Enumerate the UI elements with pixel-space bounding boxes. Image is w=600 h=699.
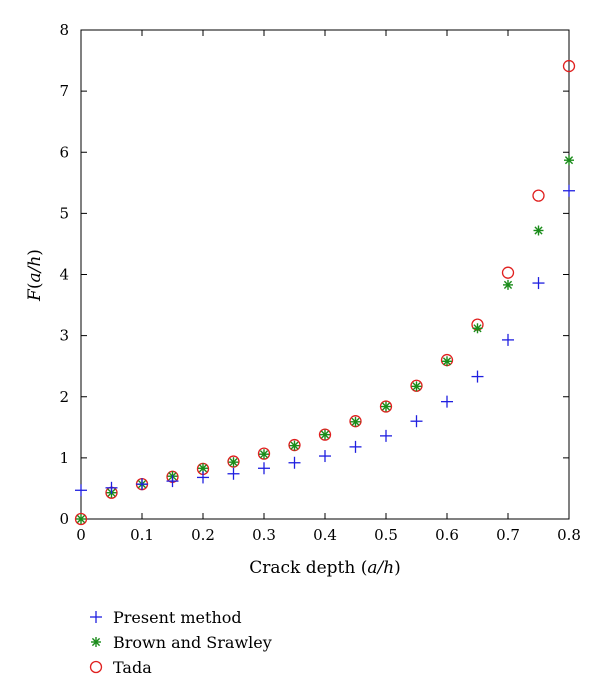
point-asterisk [289, 440, 300, 451]
point-asterisk [320, 429, 330, 440]
point-plus [227, 467, 240, 480]
point-asterisk [503, 279, 513, 290]
x-tick-label: 0.6 [435, 526, 459, 544]
point-asterisk [442, 356, 452, 367]
point-plus [532, 277, 545, 290]
point-asterisk [381, 401, 391, 412]
point-plus [410, 415, 423, 428]
x-tick-label: 0.8 [557, 526, 581, 544]
point-circle [532, 189, 545, 202]
point-plus [502, 333, 514, 346]
x-axis-title: Crack depth (a/h) [249, 558, 401, 578]
data-points [74, 59, 576, 526]
point-plus [258, 462, 270, 475]
point-asterisk [228, 457, 239, 468]
point-asterisk [259, 449, 269, 460]
point-plus [136, 478, 148, 491]
point-circle [379, 400, 393, 413]
point-circle [562, 59, 576, 73]
x-tick-label: 0.3 [252, 526, 276, 544]
point-plus [319, 450, 331, 463]
point-plus [75, 484, 87, 497]
point-asterisk [76, 514, 86, 524]
y-tick-label: 7 [59, 82, 69, 100]
axis-ticks [80, 29, 570, 520]
y-tick-label: 1 [59, 449, 69, 467]
point-plus [197, 471, 209, 484]
x-tick-label: 0.5 [374, 526, 398, 544]
point-plus [105, 481, 118, 494]
y-tick-label: 5 [59, 204, 69, 222]
point-plus [441, 395, 453, 408]
y-axis-title: F(a/h) [25, 249, 45, 302]
legend-marker-asterisk [91, 637, 101, 647]
y-tick-label: 0 [59, 510, 69, 528]
y-tick-label: 4 [59, 266, 69, 284]
legend-marker-plus [90, 611, 102, 623]
x-tick-label: 0.4 [313, 526, 337, 544]
point-asterisk [564, 155, 574, 166]
y-tick-label: 6 [59, 143, 69, 161]
legend-label: Brown and Srawley [113, 633, 272, 652]
point-plus [166, 475, 179, 488]
legend-marker-circle [89, 660, 103, 674]
point-circle [74, 512, 88, 526]
point-asterisk [472, 323, 483, 334]
legend-label: Tada [113, 658, 152, 677]
y-tick-label: 2 [59, 388, 69, 406]
y-tick-label: 8 [59, 21, 69, 39]
point-asterisk [350, 416, 361, 427]
x-tick-label: 0.7 [496, 526, 520, 544]
x-tick-label: 0.1 [130, 526, 154, 544]
x-tick-label: 0.2 [191, 526, 215, 544]
point-plus [471, 370, 484, 383]
point-circle [318, 428, 332, 441]
point-plus [288, 456, 301, 469]
tick-labels: 0 0.1 0.2 0.3 0.4 0.5 0.6 0.7 0.8 0 1 2 3 4 5 6 7 8 [59, 21, 580, 544]
legend-label: Present method [113, 608, 242, 627]
point-circle [501, 266, 515, 279]
legend: Present method Brown and Srawley Tada [89, 608, 272, 677]
y-tick-label: 3 [59, 327, 69, 345]
point-plus [349, 440, 362, 453]
point-asterisk [533, 225, 544, 236]
point-plus [563, 184, 575, 197]
point-plus [380, 429, 392, 442]
point-asterisk [411, 381, 422, 392]
plot-frame [80, 29, 570, 520]
x-tick-label: 0 [76, 526, 86, 544]
